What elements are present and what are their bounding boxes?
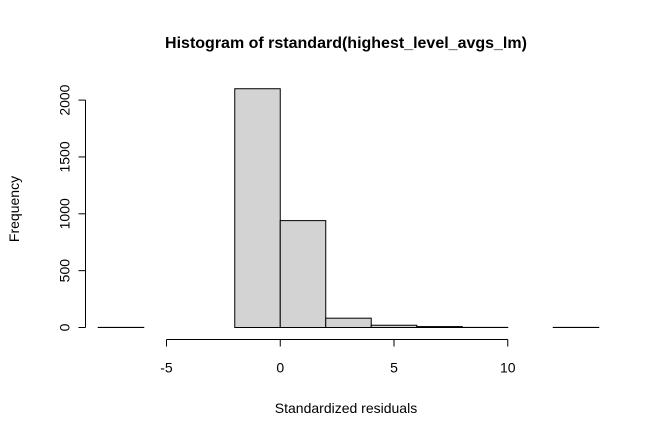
y-axis-label: Frequency bbox=[6, 176, 22, 242]
y-tick-label: 2000 bbox=[57, 84, 73, 115]
y-tick-label: 0 bbox=[57, 323, 73, 331]
y-tick-label: 1500 bbox=[57, 141, 73, 172]
x-tick-label: -5 bbox=[160, 360, 173, 376]
x-tick-label: 10 bbox=[500, 360, 516, 376]
chart-title: Histogram of rstandard(highest_level_avg… bbox=[165, 35, 527, 52]
x-axis-label: Standardized residuals bbox=[275, 400, 417, 416]
bars bbox=[97, 88, 600, 329]
histogram-bar bbox=[370, 324, 418, 329]
x-ticks: -5 0 5 10 bbox=[160, 339, 516, 376]
histogram-bar bbox=[416, 326, 463, 328]
histogram-bar bbox=[279, 220, 327, 328]
x-tick-label: 5 bbox=[390, 360, 398, 376]
y-tick-label: 1000 bbox=[57, 198, 73, 229]
y-ticks: 0 500 1000 1500 2000 bbox=[57, 84, 86, 331]
histogram-bar bbox=[325, 317, 372, 329]
x-tick-label: 0 bbox=[276, 360, 284, 376]
histogram-bar bbox=[234, 88, 281, 329]
y-tick-label: 500 bbox=[57, 259, 73, 283]
